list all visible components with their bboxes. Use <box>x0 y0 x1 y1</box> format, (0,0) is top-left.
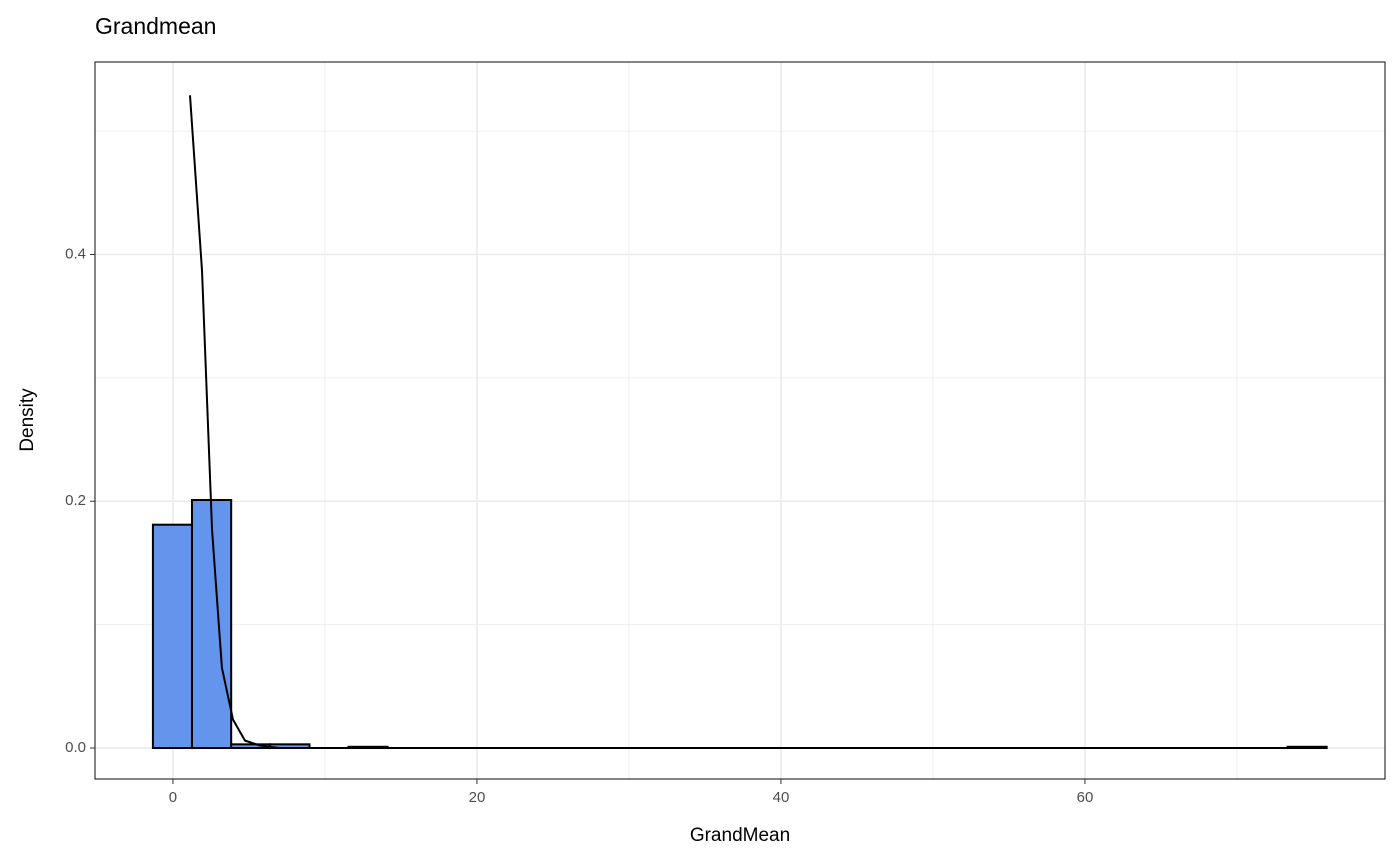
x-axis-label: GrandMean <box>690 825 790 846</box>
y-tick-label: 0.0 <box>65 739 86 756</box>
y-tick-label: 0.2 <box>65 492 86 509</box>
x-tick-label: 40 <box>773 789 790 806</box>
y-tick-label: 0.4 <box>65 245 86 262</box>
x-tick-label: 0 <box>169 789 177 806</box>
panel-border <box>94 61 1386 780</box>
x-tick-label: 20 <box>469 789 486 806</box>
bar <box>151 523 193 750</box>
y-axis-label: Density <box>17 388 38 452</box>
chart-title: Grandmean <box>95 13 216 39</box>
x-tick-label: 60 <box>1077 789 1094 806</box>
density-line <box>189 95 1327 750</box>
